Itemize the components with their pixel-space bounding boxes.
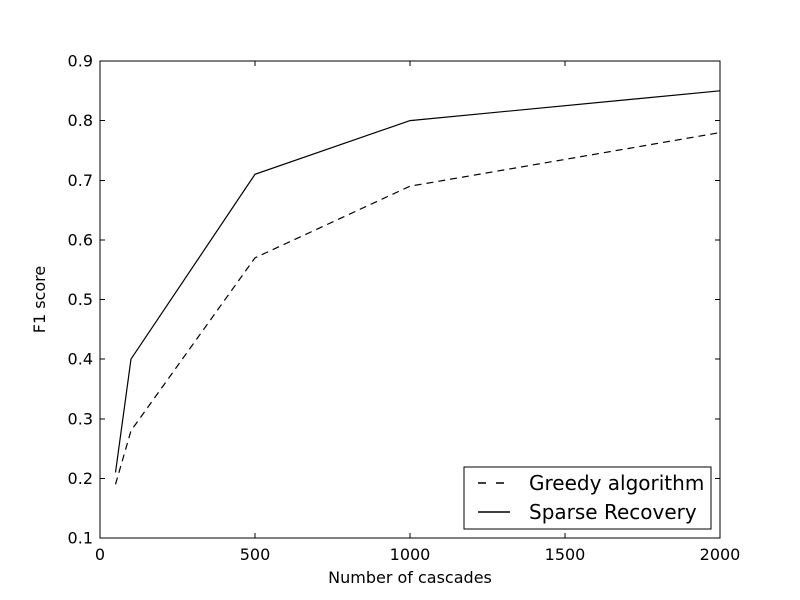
- legend-box: [463, 466, 712, 530]
- legend-label-sparse-recovery: Sparse Recovery: [529, 500, 697, 524]
- y-tick-label: 0.2: [68, 469, 93, 488]
- y-tick-label: 0.7: [68, 171, 93, 190]
- y-tick-label: 0.8: [68, 111, 93, 130]
- legend: Greedy algorithm Sparse Recovery: [463, 466, 712, 530]
- legend-label-greedy-algorithm: Greedy algorithm: [529, 471, 704, 495]
- y-tick-label: 0.6: [68, 230, 93, 249]
- y-tick-label: 0.3: [68, 409, 93, 428]
- series-line-greedy-algorithm: [114, 132, 721, 485]
- y-tick-label: 0.4: [68, 350, 93, 369]
- y-tick-label: 0.1: [68, 529, 93, 548]
- x-tick-label: 1500: [545, 545, 586, 564]
- y-tick-label: 0.9: [68, 52, 93, 71]
- x-tick-label: 500: [240, 545, 271, 564]
- x-tick-label: 0: [95, 545, 105, 564]
- axes: [99, 60, 721, 539]
- x-tick-label: 1000: [390, 545, 431, 564]
- y-tick-label: 0.5: [68, 290, 93, 309]
- x-axis-label: Number of cascades: [328, 568, 492, 587]
- series-line-sparse-recovery: [114, 90, 721, 473]
- x-tick-label: 2000: [700, 545, 741, 564]
- y-axis-label: F1 score: [30, 266, 49, 333]
